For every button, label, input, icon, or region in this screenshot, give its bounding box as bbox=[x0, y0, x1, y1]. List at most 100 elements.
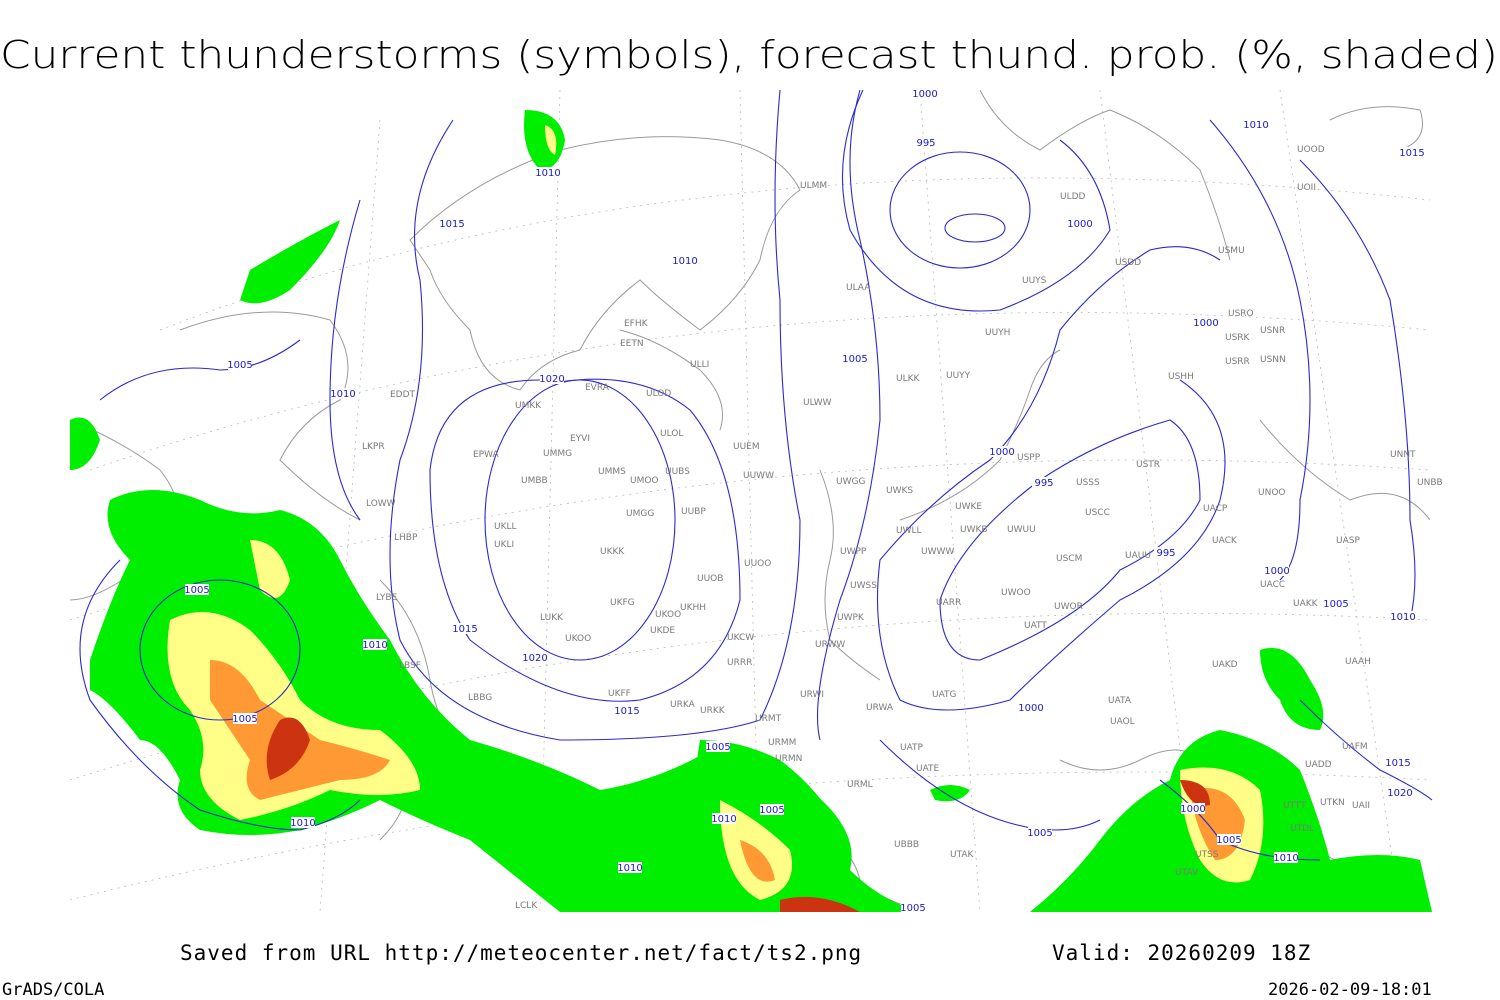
isobar-label: 1000 bbox=[1264, 566, 1289, 577]
station-label: UWKE bbox=[955, 502, 982, 512]
station-label: UKLL bbox=[494, 522, 517, 532]
station-label: LBBG bbox=[468, 693, 492, 703]
isobar-label-bg bbox=[1068, 218, 1092, 229]
station-label: UNNT bbox=[1390, 450, 1416, 460]
station-label: USPP bbox=[1017, 453, 1041, 463]
isobar-label: 1000 bbox=[989, 447, 1014, 458]
station-label: UUYH bbox=[985, 328, 1010, 338]
station-label: UATE bbox=[916, 764, 940, 774]
station-label: URMN bbox=[775, 754, 802, 764]
station-label: UAKK bbox=[1293, 599, 1319, 609]
isobar-label: 1010 bbox=[330, 389, 355, 400]
station-label: UKHH bbox=[680, 603, 706, 613]
isobar-label-bg bbox=[523, 652, 547, 663]
isobar-label-bg bbox=[990, 446, 1014, 457]
isobar-label: 1015 bbox=[1385, 758, 1410, 769]
station-label: LHBP bbox=[394, 533, 418, 543]
station-label: ULWW bbox=[803, 398, 832, 408]
station-label: UKKK bbox=[600, 547, 625, 557]
station-label: USRR bbox=[1225, 357, 1250, 367]
station-label: URWW bbox=[815, 640, 845, 650]
station-label: UWSS bbox=[850, 581, 877, 591]
station-label: USMU bbox=[1218, 246, 1245, 256]
station-label: USRK bbox=[1225, 333, 1251, 343]
station-label: EDDT bbox=[390, 390, 416, 400]
station-label: URMM bbox=[768, 738, 796, 748]
isobar-label: 1015 bbox=[452, 624, 477, 635]
isobar-label: 1005 bbox=[1027, 828, 1052, 839]
station-label: UTDL bbox=[1290, 824, 1314, 834]
station-label: UWKS bbox=[886, 486, 913, 496]
station-label: UUWW bbox=[743, 471, 774, 481]
isobar-label: 1005 bbox=[842, 354, 867, 365]
isobar-label: 1010 bbox=[535, 168, 560, 179]
isobar-label-bg bbox=[291, 817, 315, 828]
station-label: UWGG bbox=[836, 477, 865, 487]
isobar-label-bg bbox=[1274, 852, 1298, 863]
station-label: LKPR bbox=[362, 442, 385, 452]
station-label: URWA bbox=[866, 703, 894, 713]
station-label: UAFM bbox=[1342, 742, 1368, 752]
station-label: UWLL bbox=[896, 526, 922, 536]
isobar-label-bg bbox=[914, 137, 938, 148]
isobar-label: 1015 bbox=[614, 706, 639, 717]
isobar-label-bg bbox=[536, 167, 560, 178]
isobar-label-bg bbox=[1181, 803, 1205, 814]
isobar-label-bg bbox=[1324, 598, 1348, 609]
isobar-label-bg bbox=[615, 705, 639, 716]
station-label: UKLI bbox=[494, 540, 514, 550]
isobar-label-bg bbox=[233, 713, 257, 724]
map-title: Current thunderstorms (symbols), forecas… bbox=[0, 33, 1498, 77]
isobar-label: 1010 bbox=[1273, 853, 1298, 864]
station-label: UAUU bbox=[1125, 551, 1151, 561]
station-label: EETN bbox=[620, 339, 644, 349]
station-label: EFHK bbox=[624, 319, 649, 329]
station-label: UWPK bbox=[837, 613, 865, 623]
station-label: UUOB bbox=[697, 574, 723, 584]
station-label: UWOR bbox=[1054, 602, 1083, 612]
isobar-label-bg bbox=[913, 88, 937, 99]
station-label: UUBP bbox=[681, 507, 706, 517]
thunderstorm-probability-shading bbox=[70, 110, 1432, 912]
isobar-label: 1015 bbox=[1399, 148, 1424, 159]
isobar-label: 1010 bbox=[711, 814, 736, 825]
station-label: LOWW bbox=[366, 499, 396, 509]
station-label: UUEM bbox=[733, 442, 760, 452]
station-label: UUBS bbox=[665, 467, 690, 477]
station-label: UKDE bbox=[650, 626, 675, 636]
isobar-label: 995 bbox=[1034, 478, 1053, 489]
station-label: UKFF bbox=[608, 689, 631, 699]
isobar-label-bg bbox=[1391, 611, 1415, 622]
station-label: USHH bbox=[1168, 372, 1194, 382]
station-label: UKOO bbox=[655, 610, 681, 620]
station-label: UASP bbox=[1336, 536, 1360, 546]
isobar-label: 1015 bbox=[439, 219, 464, 230]
isobar-label-bg bbox=[453, 623, 477, 634]
station-label: ULLI bbox=[690, 360, 709, 370]
station-label: UKCW bbox=[727, 633, 754, 643]
station-label: UAII bbox=[1352, 801, 1370, 811]
isobar-label-bg bbox=[228, 359, 252, 370]
isobar-label-bg bbox=[618, 862, 642, 873]
isobar-label: 995 bbox=[1156, 548, 1175, 559]
station-label: UMBB bbox=[521, 476, 548, 486]
isobar-label-bg bbox=[1194, 317, 1218, 328]
station-label: UATT bbox=[1024, 621, 1047, 631]
station-label: EYVI bbox=[570, 434, 590, 444]
isobar-label-bg bbox=[673, 255, 697, 266]
station-label: UNOO bbox=[1258, 488, 1286, 498]
isobar-label-bg bbox=[1386, 757, 1410, 768]
station-label: UATA bbox=[1108, 696, 1132, 706]
station-label: USCC bbox=[1085, 508, 1110, 518]
isobar-label: 1000 bbox=[1180, 804, 1205, 815]
station-label: URKK bbox=[700, 706, 726, 716]
station-label: UARR bbox=[936, 598, 961, 608]
isobar-label-bg bbox=[901, 902, 925, 913]
station-label: LBSF bbox=[399, 661, 421, 671]
station-label: URMT bbox=[755, 714, 782, 724]
isobar-label-bg bbox=[331, 388, 355, 399]
station-label: UTKN bbox=[1320, 798, 1345, 808]
isobar-label: 1010 bbox=[1243, 120, 1268, 131]
station-label: LCLK bbox=[515, 901, 538, 911]
